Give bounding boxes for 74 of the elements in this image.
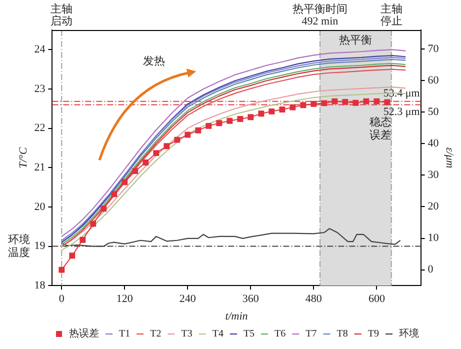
point [300,102,306,108]
point [164,143,170,150]
legend-label: T9 [368,328,379,340]
annotation: 稳态误差 [369,115,392,142]
x-tick-label: 120 [116,293,134,306]
point [69,252,76,259]
legend-label: T4 [212,328,224,340]
point [174,136,180,143]
point [206,122,212,129]
y2-tick-label: 20 [428,200,440,213]
y2-tick-label: 10 [428,232,440,244]
x-axis-title: t/min [225,310,248,322]
x-tick-label: 360 [242,293,260,306]
y2-tick-label: 30 [428,169,440,182]
legend-label: T1 [119,328,130,340]
point [321,100,328,106]
point [226,118,233,124]
point [111,191,118,198]
point [216,120,222,126]
point [384,99,390,106]
y2-tick-label: 60 [428,74,440,86]
ref-line-label: 热平衡时间 492 min [292,2,348,28]
point [237,116,244,122]
point [374,98,380,104]
point [310,100,317,107]
y-tick-label: 18 [34,279,46,292]
point [80,236,86,243]
annotation: 发热 [143,55,166,68]
point [195,127,202,134]
ref-line-label: 主轴停止 [380,2,402,28]
ref-line-label: 主轴启动 [50,2,73,28]
x-tick-label: 600 [368,293,386,306]
point [332,98,338,104]
point [132,168,138,174]
legend-label: 环境 [398,328,419,340]
point [279,106,286,112]
y2-tick-label: 40 [428,137,440,150]
y-tick-label: 23 [34,82,46,95]
point [90,220,96,227]
y2-tick-label: 0 [428,264,434,276]
point [258,110,264,117]
y-tick-label: 19 [34,240,46,252]
point [342,98,348,105]
point [142,160,149,166]
point [248,114,254,120]
legend-label: T6 [274,328,286,340]
x-tick-label: 480 [305,293,322,306]
y2-axis-title: ε/μm [444,147,456,168]
point [290,104,296,110]
legend-label: 热误差 [69,328,100,340]
x-tick-label: 240 [179,293,196,306]
y2-tick-label: 50 [428,106,440,118]
legend-label: T8 [336,328,348,340]
point [363,98,370,104]
band-label: 热平衡 [339,34,372,46]
y-tick-label: 24 [34,44,46,56]
point [268,108,275,114]
y-tick-label: 21 [34,162,46,174]
ref-line-label: 环境温度 [8,233,30,260]
point [352,100,359,106]
legend-label: T2 [150,328,162,340]
y-axis-title: T/°C [17,146,30,168]
legend-label: T7 [306,328,317,340]
y-tick-label: 22 [34,122,46,134]
legend-label: T3 [181,328,192,340]
point [100,206,107,212]
x-tick-label: 0 [58,293,65,306]
point [58,266,65,273]
point [184,132,191,138]
y2-tick-label: 70 [428,42,440,55]
legend-label: T5 [243,328,255,340]
point [153,150,160,156]
y-tick-label: 20 [34,200,46,213]
point [122,179,128,186]
